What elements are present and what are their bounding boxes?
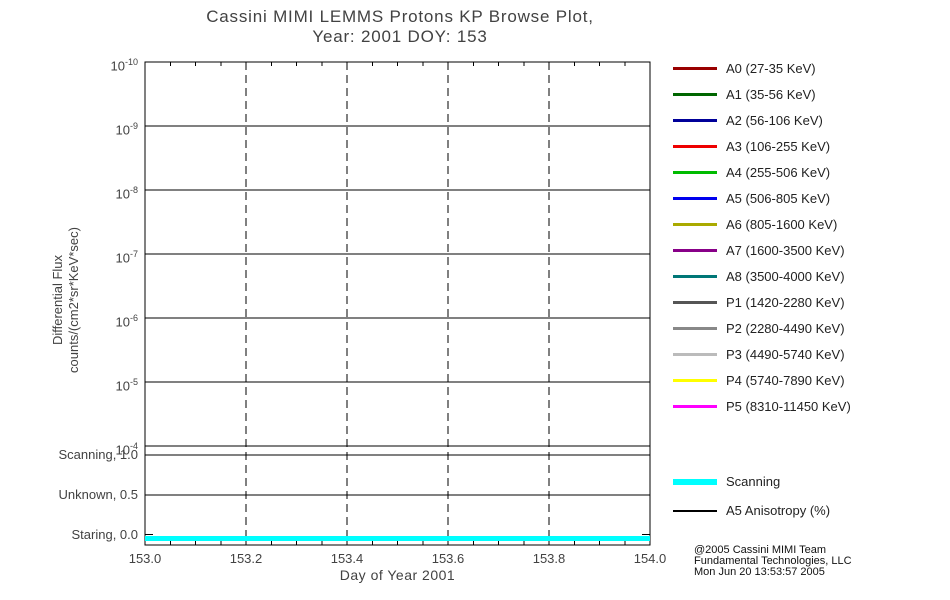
legend-item-channel: A0 (27-35 KeV) — [673, 55, 851, 81]
legend-item-channel: P2 (2280-4490 KeV) — [673, 315, 851, 341]
legend-color-line — [673, 222, 717, 226]
legend-item-channel: P3 (4490-5740 KeV) — [673, 341, 851, 367]
x-tick-label: 154.0 — [633, 551, 667, 566]
plot-frame — [144, 61, 651, 546]
legend-color-line — [673, 118, 717, 122]
x-tick-label: 153.2 — [229, 551, 263, 566]
legend-color-line — [673, 509, 717, 512]
legend-item-label: P2 (2280-4490 KeV) — [726, 320, 845, 336]
legend-item-channel: A7 (1600-3500 KeV) — [673, 237, 851, 263]
x-tick-label: 153.4 — [330, 551, 364, 566]
legend-item-label: P4 (5740-7890 KeV) — [726, 372, 845, 388]
legend-item-channel: P5 (8310-11450 KeV) — [673, 393, 851, 419]
legend-color-line — [673, 326, 717, 330]
x-tick-label: 153.8 — [532, 551, 566, 566]
legend-color-line — [673, 352, 717, 356]
y-tick-label: 10-7 — [115, 249, 138, 266]
legend-item-label: A0 (27-35 KeV) — [726, 60, 816, 76]
legend-color-line — [673, 196, 717, 200]
legend-item-channel: A6 (805-1600 KeV) — [673, 211, 851, 237]
y-tick-label: 10-6 — [115, 313, 138, 330]
legend-color-line — [673, 404, 717, 408]
legend-color-line — [673, 144, 717, 148]
legend-item-label: A4 (255-506 KeV) — [726, 164, 831, 180]
mode-tick-label: Unknown, 0.5 — [58, 486, 139, 502]
legend-item-channel: A5 (506-805 KeV) — [673, 185, 851, 211]
y-tick-label: 10-4 — [115, 441, 138, 458]
chart-title-line1: Cassini MIMI LEMMS Protons KP Browse Plo… — [206, 7, 594, 26]
y-tick-label: 10-5 — [115, 377, 138, 394]
mode-tick-label: Scanning, 1.0 — [58, 447, 138, 462]
legend-item-label: A3 (106-255 KeV) — [726, 138, 831, 154]
legend-item-channel: A1 (35-56 KeV) — [673, 81, 851, 107]
legend-item-mode: A5 Anisotropy (%) — [673, 496, 830, 525]
legend-item-channel: A8 (3500-4000 KeV) — [673, 263, 851, 289]
legend-color-line — [673, 378, 717, 382]
legend-item-label: A7 (1600-3500 KeV) — [726, 242, 845, 258]
y-tick-label: 10-10 — [110, 57, 138, 74]
credit-line3: Mon Jun 20 13:53:57 2005 — [694, 566, 825, 578]
legend-item-label: A8 (3500-4000 KeV) — [726, 268, 845, 284]
legend-item-label: P1 (1420-2280 KeV) — [726, 294, 845, 310]
y-tick-label: 10-9 — [115, 121, 138, 138]
chart-title-line2: Year: 2001 DOY: 153 — [312, 27, 488, 46]
credit-line1: @2005 Cassini MIMI Team — [694, 544, 827, 556]
x-axis-title: Day of Year 2001 — [339, 567, 456, 583]
legend-color-line — [673, 92, 717, 96]
legend-modes: Scanning A5 Anisotropy (%) — [673, 467, 830, 525]
legend-item-channel: A4 (255-506 KeV) — [673, 159, 851, 185]
legend-item-label: P5 (8310-11450 KeV) — [726, 398, 851, 414]
legend-color-line — [673, 300, 717, 304]
legend-color-line — [673, 274, 717, 278]
legend-color-line — [673, 66, 717, 70]
legend-item-label: A5 (506-805 KeV) — [726, 190, 831, 206]
credit-line2: Fundamental Technologies, LLC — [694, 555, 852, 567]
credit-block: @2005 Cassini MIMI Team Fundamental Tech… — [694, 545, 852, 578]
y-tick-label: 10-8 — [115, 185, 138, 202]
legend-item-mode: Scanning — [673, 467, 830, 496]
legend-item-label: A5 Anisotropy (%) — [726, 503, 831, 518]
legend-color-line — [673, 248, 717, 252]
x-tick-label: 153.0 — [128, 551, 162, 566]
legend-item-channel: A3 (106-255 KeV) — [673, 133, 851, 159]
x-tick-label: 153.6 — [431, 551, 465, 566]
legend-color-line — [673, 170, 717, 174]
legend-color-line — [673, 478, 717, 485]
legend-item-label: A2 (56-106 KeV) — [726, 112, 823, 128]
legend-channels: A0 (27-35 KeV) A1 (35-56 KeV) A2 (56-106 K… — [673, 55, 851, 419]
legend-item-label: A1 (35-56 KeV) — [726, 86, 816, 102]
legend-item-channel: A2 (56-106 KeV) — [673, 107, 851, 133]
legend-item-channel: P4 (5740-7890 KeV) — [673, 367, 851, 393]
mode-tick-label: Staring, 0.0 — [71, 526, 139, 542]
legend-item-label: A6 (805-1600 KeV) — [726, 216, 838, 232]
chart-title: Cassini MIMI LEMMS Protons KP Browse Plo… — [45, 7, 755, 47]
legend-item-channel: P1 (1420-2280 KeV) — [673, 289, 851, 315]
legend-item-label: P3 (4490-5740 KeV) — [726, 346, 845, 362]
legend-item-label: Scanning — [726, 474, 781, 489]
